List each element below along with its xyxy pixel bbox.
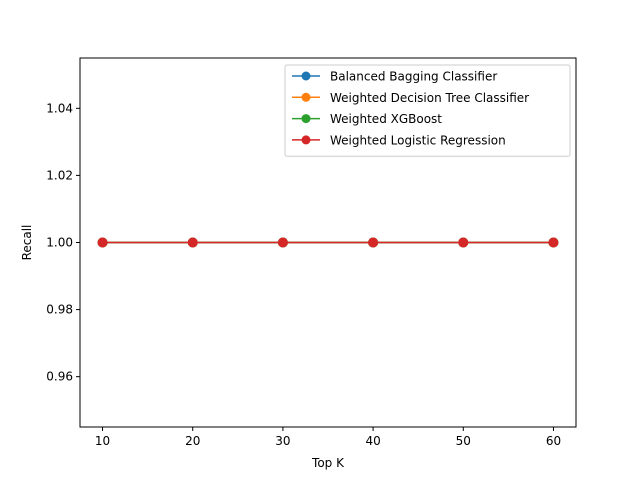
- x-tick-label: 40: [365, 434, 380, 448]
- series-3: [97, 237, 559, 248]
- y-tick-label: 1.00: [46, 236, 73, 250]
- y-tick-label: 0.96: [46, 370, 73, 384]
- series-layer: [97, 237, 559, 248]
- legend-item: Weighted Decision Tree Classifier: [292, 91, 529, 105]
- x-axis-label: Top K: [311, 456, 345, 470]
- y-tick-label: 0.98: [46, 303, 73, 317]
- x-tick-label: 10: [95, 434, 110, 448]
- legend-item: Weighted Logistic Regression: [292, 133, 506, 147]
- legend-item: Weighted XGBoost: [292, 112, 442, 126]
- data-point: [277, 237, 288, 248]
- y-axis-label: Recall: [20, 225, 34, 261]
- legend: Balanced Bagging Classifier Weighted Deci…: [284, 64, 571, 157]
- legend-marker: [301, 71, 311, 81]
- legend-label: Weighted Logistic Regression: [330, 133, 506, 147]
- y-tick-label: 1.04: [46, 101, 73, 115]
- data-point: [97, 237, 108, 248]
- y-tick-label: 1.02: [46, 168, 73, 182]
- legend-label: Weighted XGBoost: [330, 112, 442, 126]
- legend-label: Balanced Bagging Classifier: [330, 70, 497, 84]
- legend-label: Weighted Decision Tree Classifier: [330, 91, 529, 105]
- x-tick-label: 60: [546, 434, 561, 448]
- data-point: [548, 237, 559, 248]
- x-tick-label: 50: [456, 434, 471, 448]
- legend-marker: [301, 92, 311, 102]
- x-tick-label: 20: [185, 434, 200, 448]
- data-point: [458, 237, 469, 248]
- legend-marker: [301, 114, 311, 124]
- x-axis: 10 20 30 40 50 60: [95, 427, 561, 448]
- data-point: [187, 237, 198, 248]
- legend-frame: [284, 64, 571, 157]
- x-tick-label: 30: [275, 434, 290, 448]
- legend-marker: [301, 135, 311, 145]
- data-point: [368, 237, 379, 248]
- y-axis: 0.96 0.98 1.00 1.02 1.04: [46, 101, 80, 384]
- legend-item: Balanced Bagging Classifier: [292, 70, 497, 84]
